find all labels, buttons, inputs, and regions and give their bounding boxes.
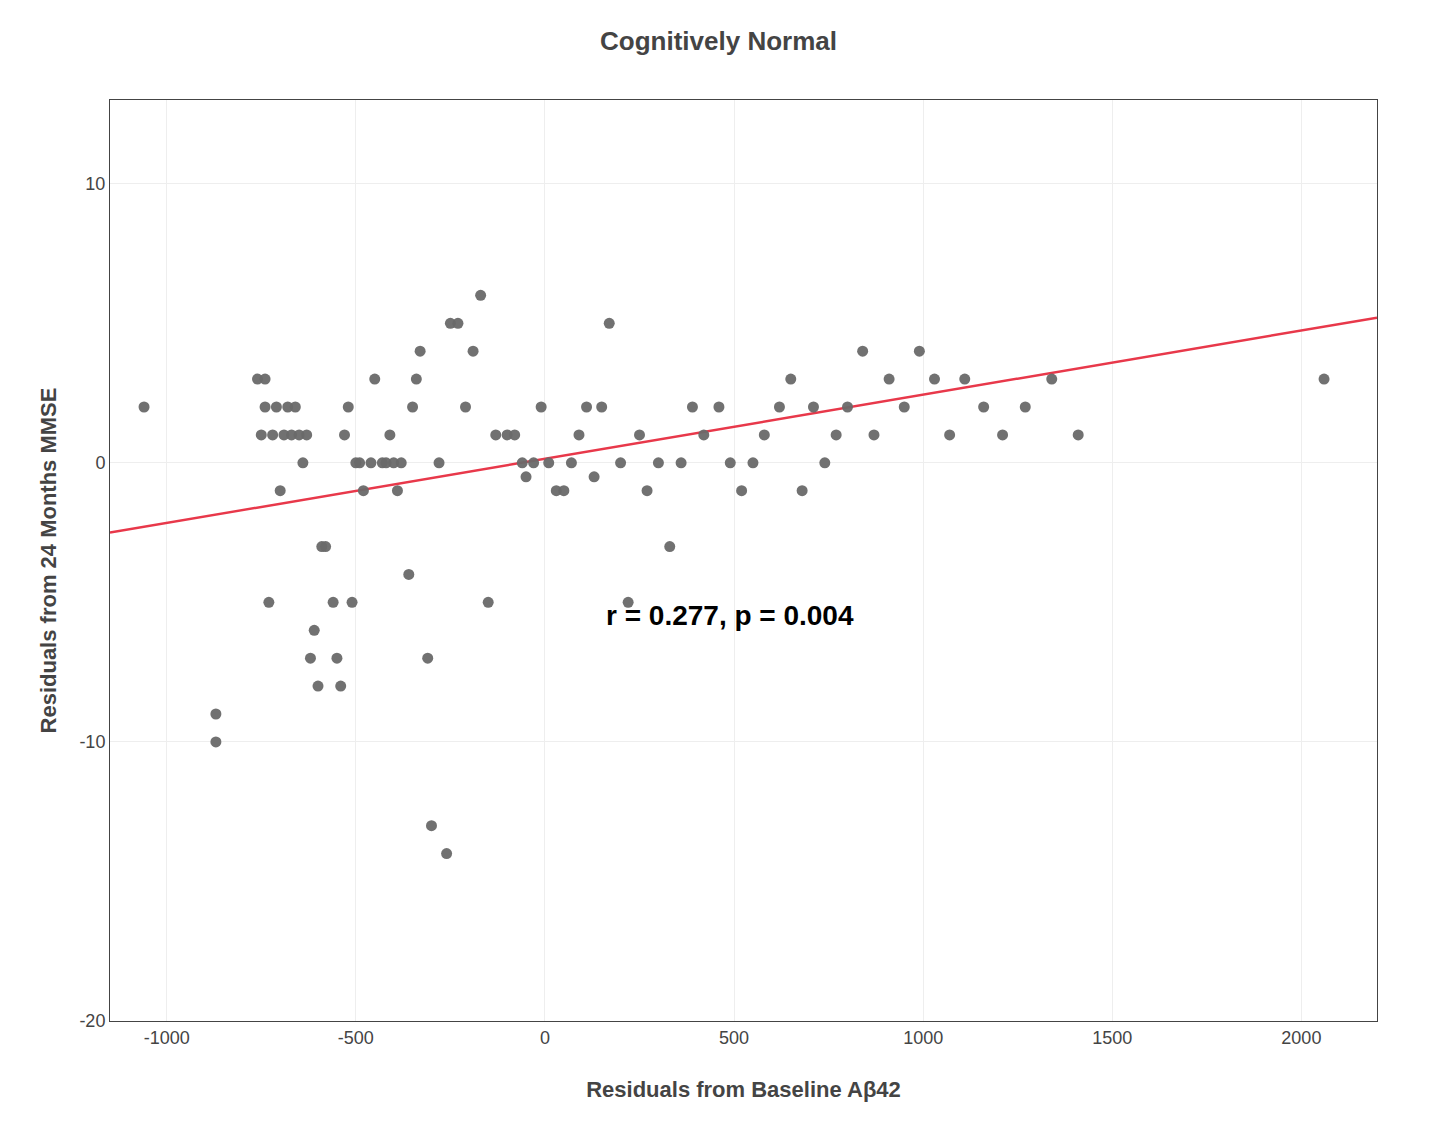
svg-text:Cognitively Normal: Cognitively Normal <box>600 26 837 56</box>
svg-text:Residuals from 24 Months MMSE: Residuals from 24 Months MMSE <box>36 388 61 734</box>
svg-text:2000: 2000 <box>1281 1028 1321 1048</box>
svg-text:-500: -500 <box>338 1028 374 1048</box>
svg-text:-1000: -1000 <box>144 1028 190 1048</box>
svg-text:1000: 1000 <box>903 1028 943 1048</box>
svg-text:r = 0.277, p = 0.004: r = 0.277, p = 0.004 <box>606 600 854 631</box>
svg-text:-20: -20 <box>79 1011 105 1031</box>
svg-text:1500: 1500 <box>1092 1028 1132 1048</box>
svg-text:Residuals from Baseline Aβ42: Residuals from Baseline Aβ42 <box>586 1077 901 1102</box>
svg-text:0: 0 <box>95 453 105 473</box>
svg-text:10: 10 <box>85 174 105 194</box>
svg-text:-10: -10 <box>79 732 105 752</box>
svg-text:500: 500 <box>719 1028 749 1048</box>
svg-text:0: 0 <box>540 1028 550 1048</box>
